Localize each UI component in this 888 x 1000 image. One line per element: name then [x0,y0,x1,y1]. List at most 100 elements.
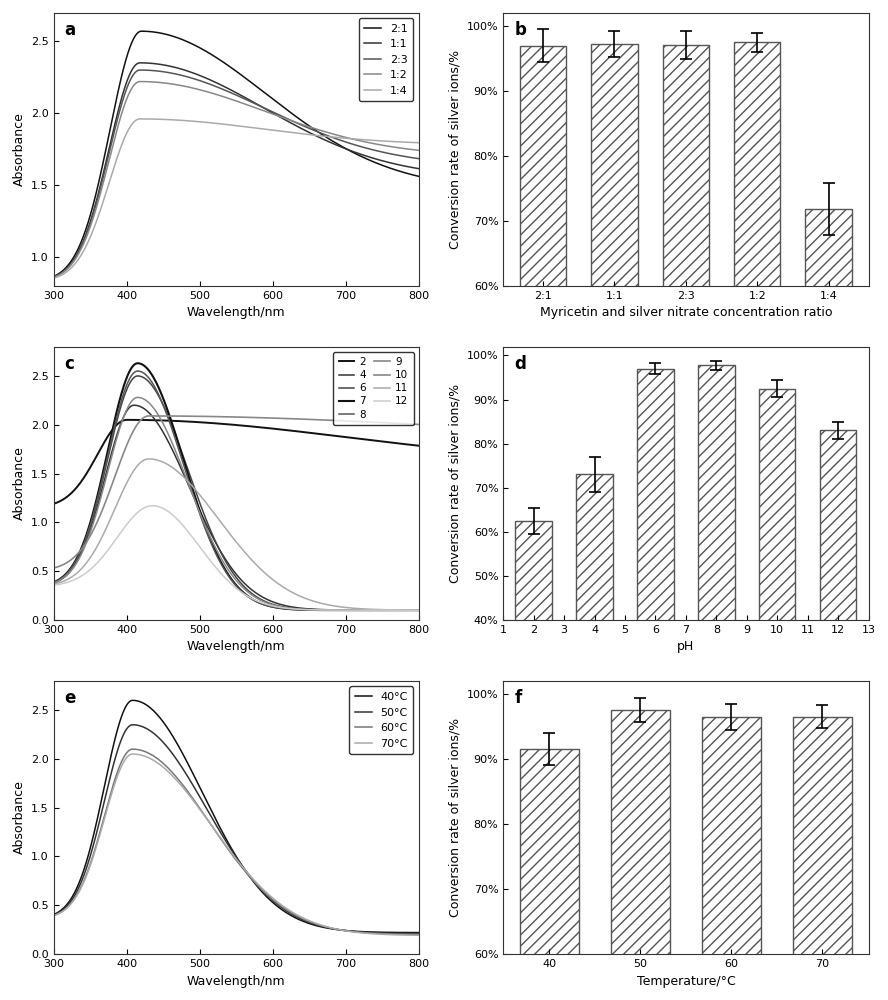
Line: 60°C: 60°C [53,749,419,934]
50°C [128,719,139,731]
70°C [414,929,424,941]
1:1 [135,57,146,69]
Bar [702,717,761,1000]
7 [214,553,225,565]
12 [142,500,153,512]
9 [265,598,275,610]
40°C [265,893,275,905]
Bar [734,42,781,676]
8 [113,406,123,418]
6 [293,603,304,615]
1:2 [113,119,123,131]
Bar [698,365,734,796]
4 [265,595,275,607]
12 [324,604,335,616]
1:4 [414,137,424,149]
2 [265,422,275,434]
9 [143,396,154,408]
X-axis label: Myricetin and silver nitrate concentration ratio: Myricetin and silver nitrate concentrati… [540,306,832,319]
60°C [214,831,225,843]
1:2 [293,117,304,129]
1:1 [48,271,59,283]
Line: 2:3: 2:3 [53,70,419,277]
Line: 8: 8 [53,371,419,610]
70°C [293,909,304,921]
7 [132,357,143,369]
2:3 [48,271,59,283]
Text: b: b [514,21,526,39]
11 [265,571,275,583]
9 [132,391,143,403]
50°C [214,825,225,837]
8 [265,600,275,612]
60°C [128,743,139,755]
1:1 [113,104,123,116]
6 [324,604,335,616]
2:1 [414,170,424,182]
2:3 [324,130,335,142]
50°C [143,723,154,735]
Y-axis label: Conversion rate of silver ions/%: Conversion rate of silver ions/% [448,718,461,917]
9 [324,604,335,616]
6 [143,375,154,387]
1:1 [414,163,424,175]
9 [293,603,304,615]
10 [214,411,225,423]
Line: 40°C: 40°C [53,700,419,933]
6 [113,410,123,422]
50°C [293,912,304,924]
7 [324,604,335,616]
2 [143,414,154,426]
1:1 [214,78,225,90]
60°C [265,891,275,903]
Line: 1:1: 1:1 [53,63,419,277]
9 [48,577,59,589]
Line: 70°C: 70°C [53,754,419,935]
2 [414,440,424,452]
1:1 [324,136,335,148]
X-axis label: pH: pH [678,640,694,653]
4 [414,604,424,616]
2:1 [293,112,304,124]
Bar [576,474,613,796]
8 [132,365,143,377]
2:3 [293,118,304,130]
Legend: 40°C, 50°C, 60°C, 70°C: 40°C, 50°C, 60°C, 70°C [349,686,413,754]
2:3 [265,105,275,117]
Text: e: e [65,689,76,707]
70°C [48,910,59,922]
4 [48,577,59,589]
2:1 [48,270,59,282]
6 [265,597,275,609]
11 [214,514,225,526]
1:2 [265,107,275,119]
Bar [820,430,856,796]
Legend: 2:1, 1:1, 2:3, 1:2, 1:4: 2:1, 1:1, 2:3, 1:2, 1:4 [359,18,413,101]
2:3 [414,153,424,165]
7 [48,576,59,588]
2 [122,414,132,426]
1:1 [293,121,304,133]
Line: 9: 9 [53,397,419,610]
70°C [265,889,275,901]
12 [293,603,304,615]
7 [143,364,154,376]
1:2 [143,76,154,88]
60°C [324,922,335,934]
50°C [113,742,123,754]
1:4 [113,148,123,160]
8 [48,576,59,588]
4 [113,425,123,437]
40°C [128,694,139,706]
Line: 11: 11 [53,459,419,610]
2:3 [143,64,154,76]
Bar [638,369,674,796]
Bar [519,46,567,676]
8 [214,555,225,567]
Line: 50°C: 50°C [53,725,419,933]
1:4 [293,127,304,139]
6 [414,604,424,616]
2 [324,429,335,441]
40°C [324,922,335,934]
Text: a: a [65,21,75,39]
